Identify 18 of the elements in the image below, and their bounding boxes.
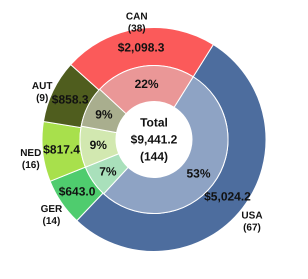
data-label: 53% <box>186 166 211 181</box>
data-label: 9% <box>90 138 108 152</box>
text: $9,441.2 <box>130 132 178 146</box>
slice-label: GER (14) <box>40 204 64 228</box>
data-label: $2,098.3 <box>118 40 165 54</box>
text: Total <box>140 116 168 130</box>
data-label: $817.4 <box>43 142 80 157</box>
data-label: $5,024.2 <box>204 189 252 204</box>
slice-label: NED (16) <box>20 148 42 172</box>
data-label: $858.3 <box>52 92 89 106</box>
slice-label: CAN (38) <box>126 12 148 35</box>
data-label: 22% <box>134 76 159 91</box>
slice-label: AUT (9) <box>32 80 52 104</box>
data-label: 7% <box>99 164 117 178</box>
data-label: $643.0 <box>58 184 96 199</box>
slice-label: USA (67) <box>241 210 263 234</box>
data-label: 9% <box>95 107 113 122</box>
text: (144) <box>140 150 168 164</box>
